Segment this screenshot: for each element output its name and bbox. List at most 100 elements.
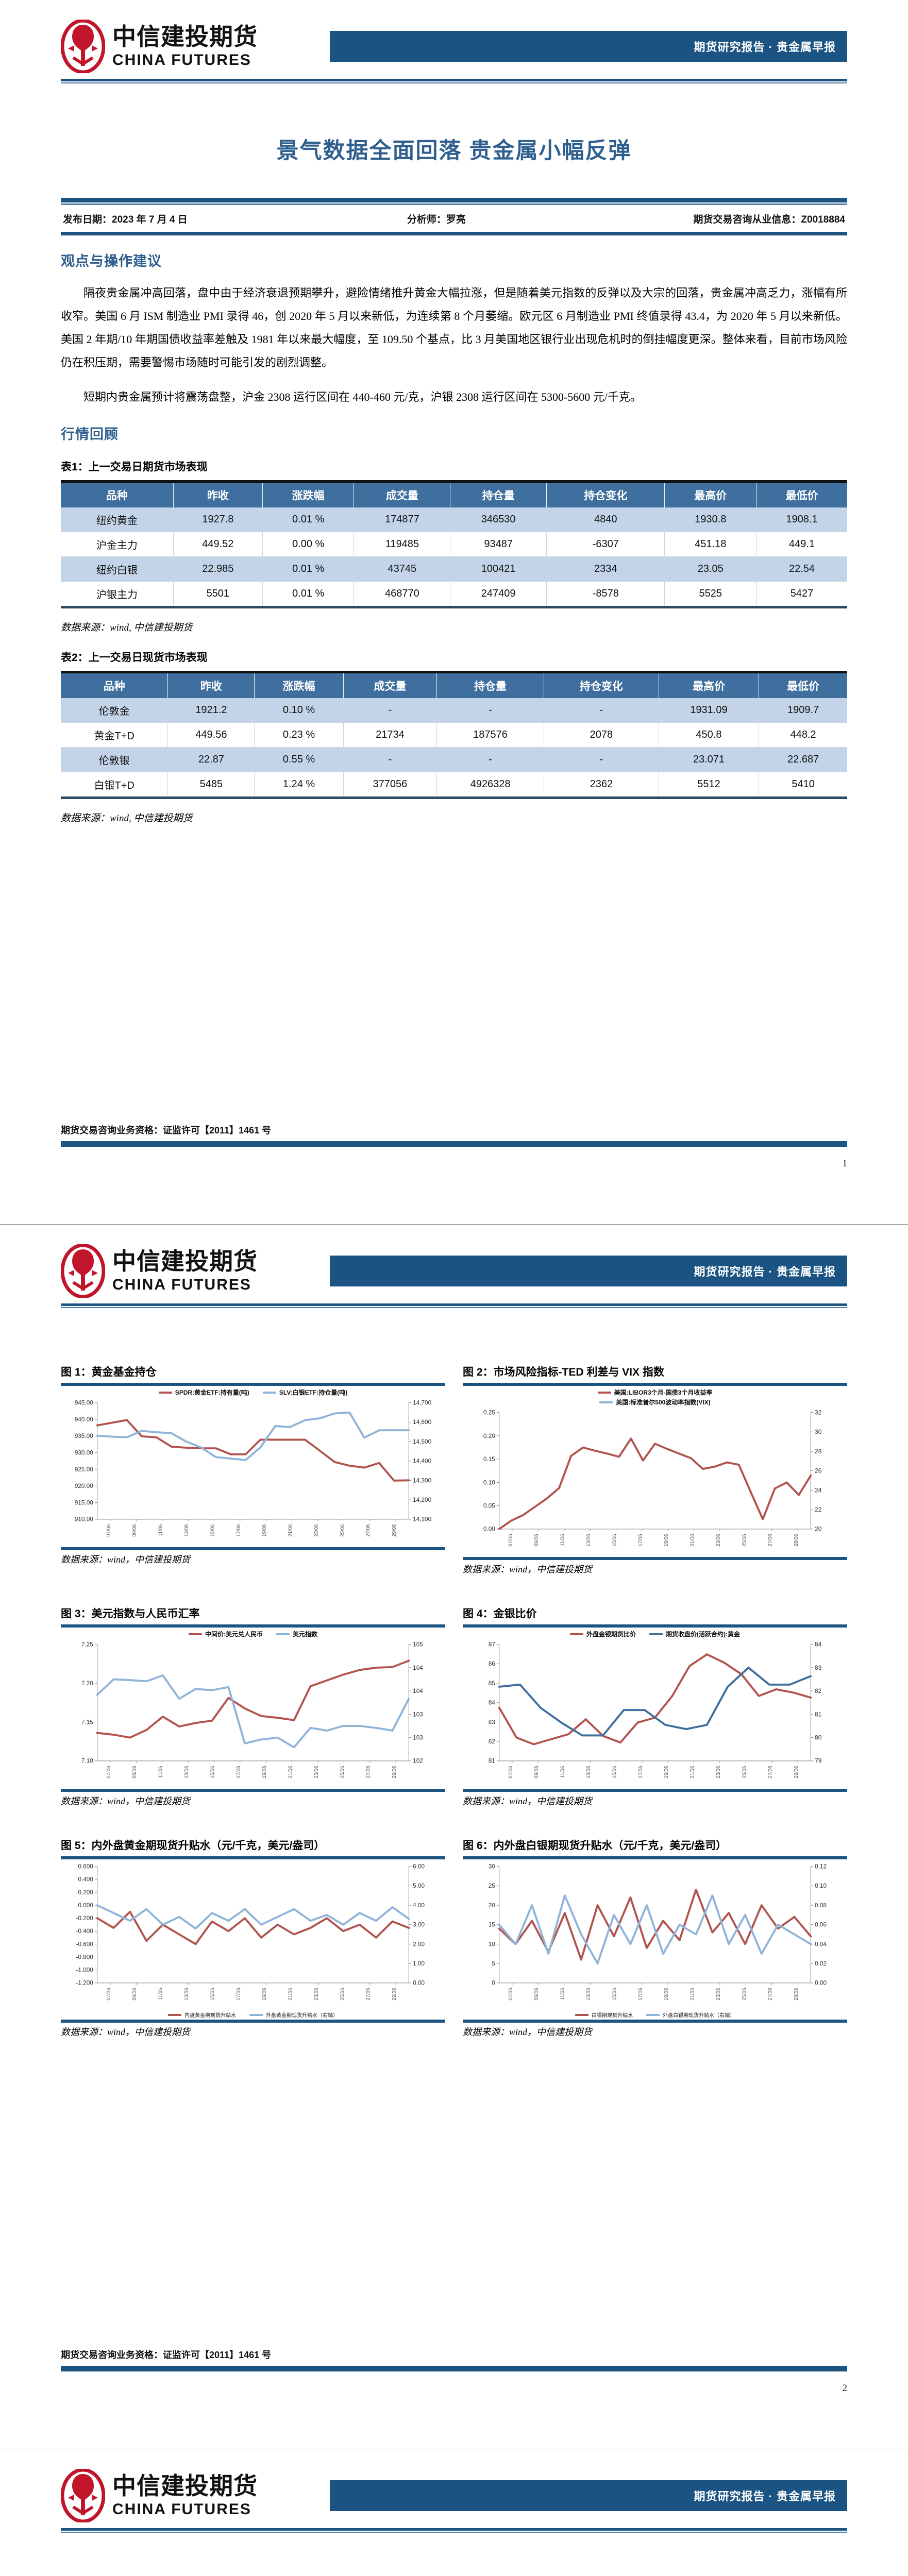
column-header: 持仓变化 — [544, 672, 659, 699]
svg-text:14,500: 14,500 — [413, 1438, 431, 1445]
svg-text:6.00: 6.00 — [413, 1863, 425, 1870]
svg-text:82: 82 — [815, 1688, 821, 1694]
legend-label: 外盘白银期现货升贴水（右轴） — [663, 2013, 735, 2019]
legend-label: 中间价:美元兑人民币 — [205, 1631, 263, 1638]
figure-plot: 0.25 0.20 0.15 0.10 0.05 0.00 32 30 28 26 24 22 20 07… — [463, 1408, 847, 1557]
table-cell: 0.01 % — [262, 507, 355, 533]
logo-shield-icon — [61, 20, 105, 73]
table-cell: 43745 — [354, 556, 451, 582]
table2-source: 数据来源：wind, 中信建投期货 — [61, 813, 193, 824]
analyst-name: 分析师：罗亮 — [407, 214, 466, 225]
svg-text:-0.400: -0.400 — [76, 1928, 93, 1935]
table-cell: 0.10 % — [254, 698, 344, 723]
svg-text:0.10: 0.10 — [815, 1883, 827, 1889]
svg-text:17/06: 17/06 — [236, 1524, 242, 1537]
legend-label: 外盘黄金期现货升贴水（右轴） — [266, 2013, 338, 2019]
paragraph-overview: 隔夜贵金属冲高回落，盘中由于经济衰退预期攀升，避险情绪推升黄金大幅拉涨，但是随着… — [61, 286, 847, 369]
svg-text:0.000: 0.000 — [78, 1902, 93, 1909]
svg-text:21/06: 21/06 — [690, 1534, 696, 1547]
figure-source: 数据来源：wind，中信建投期货 — [61, 1554, 191, 1565]
section-heading-view: 观点与操作建议 — [61, 253, 162, 269]
svg-text:26: 26 — [815, 1468, 821, 1475]
column-header: 涨跌幅 — [254, 672, 344, 699]
table-cell: 5501 — [173, 581, 263, 608]
legend-label: SLV:白银ETF:持仓量(吨) — [279, 1389, 348, 1396]
legend-item: 美国:LIBOR3个月-国债3个月收益率 — [597, 1388, 713, 1397]
svg-text:11/06: 11/06 — [158, 1988, 164, 2000]
svg-text:25/06: 25/06 — [742, 1988, 747, 2001]
column-header: 品种 — [61, 672, 169, 699]
legend-label: 美国:LIBOR3个月-国债3个月收益率 — [614, 1389, 713, 1396]
table-cell: - — [544, 747, 659, 773]
header-rule-thin — [61, 82, 847, 83]
legend-label: 白银期现货升贴水 — [592, 2013, 633, 2019]
svg-text:14,300: 14,300 — [413, 1477, 431, 1484]
brand-name-cn: 中信建投期货 — [112, 2472, 258, 2499]
legend-swatch — [569, 1633, 583, 1635]
svg-text:86: 86 — [489, 1660, 495, 1667]
legend-item: 外盘黄金期现货升贴水（右轴） — [249, 2011, 338, 2019]
table-cell: 450.8 — [659, 722, 760, 748]
svg-text:09/06: 09/06 — [534, 1988, 540, 2001]
footer-license: 期货交易咨询业务资格：证监许可【2011】1461 号 — [61, 1125, 272, 1136]
svg-text:25: 25 — [489, 1883, 495, 1889]
svg-text:17/06: 17/06 — [236, 1988, 242, 2001]
legend-swatch — [168, 2013, 181, 2016]
svg-text:07/06: 07/06 — [508, 1534, 514, 1547]
figure-source: 数据来源：wind，中信建投期货 — [463, 2027, 593, 2037]
svg-text:0.00: 0.00 — [483, 1526, 495, 1533]
figure-caption: 图 5：内外盘黄金期现货升贴水（元/千克，美元/盎司） — [61, 1840, 325, 1852]
svg-text:-0.800: -0.800 — [76, 1954, 93, 1961]
table-row: 沪金主力 449.52 0.00 % 119485 93487 -6307 451.18 44… — [61, 532, 847, 557]
svg-text:21/06: 21/06 — [288, 1524, 294, 1537]
svg-text:0.04: 0.04 — [815, 1941, 827, 1947]
figure-plot: 87 86 85 84 83 82 81 84 83 82 81 80 79 07/06 09/06 11/0… — [463, 1639, 847, 1789]
figure-fig2: 图 2：市场风险指标-TED 利差与 VIX 指数美国:LIBOR3个月-国债3… — [463, 1364, 847, 1575]
logo-shield-icon — [61, 1244, 105, 1298]
svg-text:910.00: 910.00 — [75, 1516, 93, 1523]
svg-text:15/06: 15/06 — [612, 1988, 617, 2001]
spot-market-table: 品种 昨收 涨跌幅 成交量 持仓量 持仓变化 最高价 最低价 伦敦金 1921.2 0.10 % -… — [61, 671, 847, 800]
column-header: 持仓量 — [436, 672, 545, 699]
legend-item: 内盘黄金期现货升贴水 — [168, 2011, 236, 2019]
footer-bar — [61, 1141, 847, 1147]
table-cell: - — [544, 698, 659, 723]
figure-rule — [463, 1383, 847, 1386]
svg-text:09/06: 09/06 — [132, 1766, 138, 1778]
column-header: 最高价 — [659, 672, 760, 699]
svg-text:14,600: 14,600 — [413, 1419, 431, 1426]
svg-text:25/06: 25/06 — [340, 1988, 345, 2001]
figure-caption: 图 2：市场风险指标-TED 利差与 VIX 指数 — [463, 1366, 664, 1378]
header-band-label: 期货研究报告 · 贵金属早报 — [694, 2490, 836, 2503]
column-header: 昨收 — [173, 481, 263, 508]
table-cell: - — [343, 698, 438, 723]
svg-text:07/06: 07/06 — [106, 1988, 112, 2001]
figure-caption: 图 4：金银比价 — [463, 1608, 537, 1620]
legend-item: 美国:标准普尔500波动率指数(VIX) — [599, 1398, 711, 1406]
svg-text:13/06: 13/06 — [586, 1988, 592, 2001]
legend-swatch — [158, 1391, 172, 1394]
table-cell: 伦敦金 — [61, 698, 169, 723]
svg-text:2.00: 2.00 — [413, 1941, 425, 1947]
svg-text:20: 20 — [489, 1902, 496, 1909]
svg-text:19/06: 19/06 — [262, 1524, 267, 1537]
legend-label: 美元指数 — [292, 1631, 317, 1638]
svg-text:32: 32 — [815, 1410, 821, 1416]
figure-plot: 0.600 0.400 0.200 0.000 -0.200 -0.400 -0.600 -0… — [61, 1861, 445, 2011]
svg-text:11/06: 11/06 — [560, 1766, 566, 1778]
column-header: 最低价 — [756, 481, 847, 508]
figure-rule — [61, 1624, 445, 1628]
svg-text:29/06: 29/06 — [392, 1988, 397, 2001]
page-header: 中信建投期货 CHINA FUTURES 期货研究报告 · 贵金属早报 — [0, 0, 908, 93]
column-header: 持仓变化 — [546, 481, 665, 508]
svg-text:29/06: 29/06 — [794, 1988, 799, 2001]
brand-logo: 中信建投期货 CHINA FUTURES — [61, 2469, 258, 2522]
legend-item: SPDR:黄金ETF:持有量(吨) — [158, 1388, 249, 1397]
svg-text:13/06: 13/06 — [184, 1766, 190, 1778]
svg-text:15/06: 15/06 — [612, 1534, 617, 1547]
table-cell: 22.687 — [759, 747, 847, 773]
svg-text:27/06: 27/06 — [768, 1534, 774, 1547]
svg-text:5: 5 — [492, 1960, 495, 1967]
figure-rule-bottom — [463, 2020, 847, 2023]
svg-text:25/06: 25/06 — [742, 1534, 747, 1547]
